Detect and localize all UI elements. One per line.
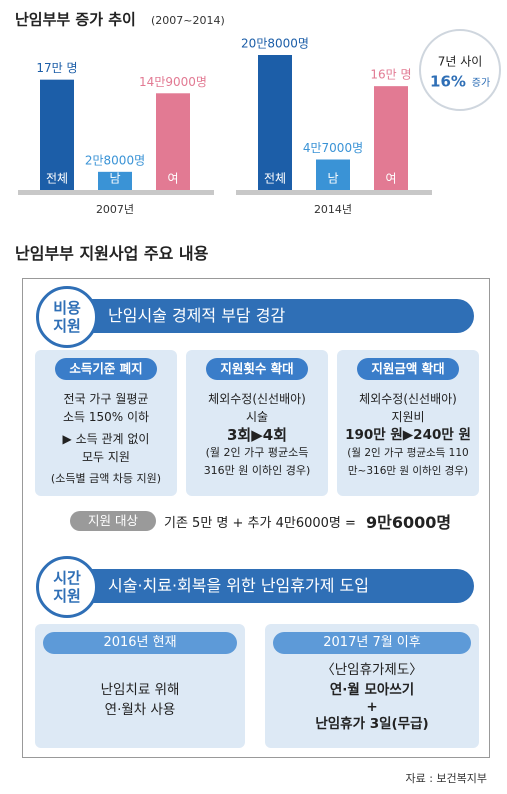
series-label: 여 (385, 172, 396, 186)
column-header: 2017년 7월 이후 (273, 632, 471, 654)
target-total: 9만6000명 (366, 513, 452, 532)
text-line: 190만 원▶240만 원 (345, 427, 471, 443)
info-column: 지원횟수 확대 체외수정(신선배아) 시술 3회▶4회 (월 2인 가구 평균소… (186, 350, 328, 496)
value-label: 20만8000명 (241, 37, 309, 51)
banner: 난임시술 경제적 부담 경감 (62, 299, 474, 333)
value-label: 14만9000명 (139, 75, 207, 89)
column-header: 지원횟수 확대 (206, 358, 308, 380)
content-box (22, 278, 490, 758)
text-line: 연·월 모아쓰기 (329, 682, 415, 698)
value-label: 4만7000명 (303, 141, 363, 155)
banner: 시술·치료·회복을 위한 난임휴가제 도입 (62, 569, 474, 603)
label-line: 시간 (53, 569, 81, 587)
bar (374, 86, 408, 190)
text-line: (월 2인 가구 평균소득 110 (347, 447, 469, 459)
text-line: 3회▶4회 (226, 426, 287, 444)
section-label: 비용 지원 (36, 286, 98, 348)
series-label: 남 (327, 172, 338, 186)
target-label: 지원 대상 (70, 511, 156, 531)
text-line: (소득별 금액 차등 지원) (50, 472, 162, 485)
series-label: 남 (109, 172, 120, 186)
info-column: 2016년 현재 난임치료 위해 연·월차 사용 (35, 624, 245, 748)
text-line: 시술 (245, 410, 269, 424)
text-line: 〈난임휴가제도〉 (321, 662, 423, 678)
annotation-value: 16% (430, 73, 466, 91)
text-line: 모두 지원 (82, 450, 130, 464)
annotation-text: 7년 사이 (438, 55, 483, 69)
text-line: 체외수정(신선배아) (359, 392, 457, 406)
annotation-text: 증가 (472, 77, 490, 89)
section-label: 시간 지원 (36, 556, 98, 618)
value-label: 2만8000명 (85, 153, 145, 167)
text-line: + (366, 699, 378, 715)
baseline (18, 190, 214, 195)
value-label: 17만 명 (36, 61, 77, 75)
series-label: 전체 (46, 172, 68, 186)
bar (156, 93, 190, 190)
bar (316, 159, 350, 190)
column-header: 소득기준 폐지 (55, 358, 157, 380)
section-title: 난임부부 지원사업 주요 내용 (15, 244, 209, 263)
text-line: 체외수정(신선배아) (208, 392, 306, 406)
chart-title: 난임부부 증가 추이 (15, 11, 136, 29)
text-line: 지원비 (391, 410, 425, 424)
info-column: 지원금액 확대 체외수정(신선배아) 지원비 190만 원▶240만 원 (월 … (337, 350, 479, 496)
column-header: 지원금액 확대 (357, 358, 459, 380)
text-line: 난임휴가 3일(무급) (315, 716, 429, 732)
value-label: 16만 명 (370, 68, 411, 82)
column-header: 2016년 현재 (43, 632, 237, 654)
chart-subtitle: (2007~2014) (151, 14, 225, 27)
label-line: 지원 (53, 587, 81, 605)
info-column: 2017년 7월 이후 〈난임휴가제도〉 연·월 모아쓰기 + 난임휴가 3일(… (265, 624, 479, 748)
text-line: 전국 가구 월평균 (63, 392, 149, 406)
info-column: 소득기준 폐지 전국 가구 월평균 소득 150% 이하 ▶ 소득 관계 없이 … (35, 350, 177, 496)
chart: 난임부부 증가 추이 (2007~2014) 7년 사이 16% 증가 2007… (15, 11, 501, 216)
bar (40, 79, 74, 190)
text-line: 316만 원 이하인 경우) (203, 464, 311, 477)
target-text: 기존 5만 명 + 추가 4만6000명 = (164, 516, 356, 531)
text-line: 소득 150% 이하 (62, 410, 150, 424)
text-line: (월 2인 가구 평균소득 (205, 446, 309, 459)
text-line: 만~316만 원 이하인 경우) (347, 465, 469, 477)
series-label: 여 (167, 172, 178, 186)
baseline (236, 190, 432, 195)
source: 자료 : 보건복지부 (405, 772, 487, 785)
series-label: 전체 (264, 172, 286, 186)
label-line: 비용 (53, 299, 81, 317)
x-tick-label: 2014년 (314, 203, 352, 216)
annotation-badge (419, 29, 501, 111)
text-line: 연·월차 사용 (104, 702, 176, 718)
text-line: ▶ 소득 관계 없이 (62, 432, 150, 446)
bar (258, 55, 292, 190)
bar (98, 171, 132, 190)
label-line: 지원 (53, 317, 81, 335)
x-tick-label: 2007년 (96, 203, 134, 216)
text-line: 난임치료 위해 (100, 682, 180, 698)
